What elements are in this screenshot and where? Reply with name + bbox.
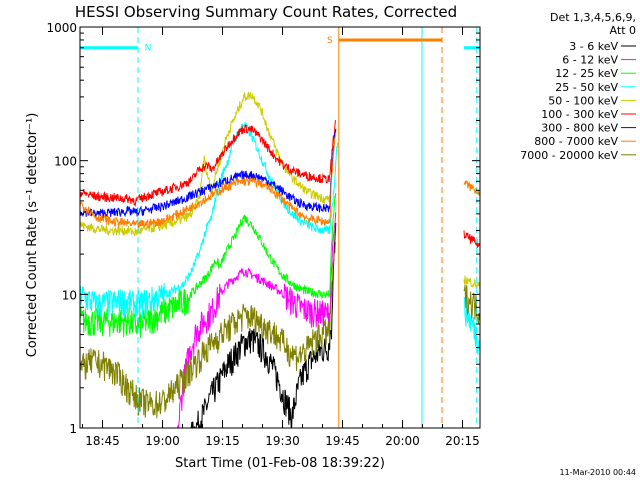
x-tick-label: 20:15 [445,434,480,448]
x-tick-label: 18:45 [85,434,120,448]
y-axis-label: Corrected Count Rate (s⁻¹ detector⁻¹) [25,113,40,358]
series-800-7000-kev-line [79,134,337,230]
series-100-300-kev-line-after [463,230,481,248]
axis-ticks: 18:45 19:00 19:15 19:30 19:45 20:00 20:15 1 10 10… [46,21,480,448]
x-tick-label: 20:00 [385,434,420,448]
y-tick-label: 1000 [46,21,77,35]
legend-label: 6 - 12 keV [562,54,618,67]
y-tick-label: 100 [54,155,77,169]
series-12-25-kev-line [79,192,337,338]
series-800-7000-kev-line-after [463,180,481,196]
legend-header-1: Det 1,3,4,5,6,9, [550,11,636,24]
plot-frame [79,26,481,429]
legend-label: 300 - 800 keV [541,122,618,135]
x-tick-label: 19:45 [325,434,360,448]
legend-label: 7000 - 20000 keV [520,149,618,162]
y-tick-label: 1 [69,422,77,436]
legend-label: 50 - 100 keV [548,94,618,107]
flag-s-label: S [327,36,333,46]
legend-label: 12 - 25 keV [555,67,618,80]
legend-label: 3 - 6 keV [569,40,618,53]
series-3-6-kev-line [80,222,337,429]
legend-label: 100 - 300 keV [541,108,618,121]
timestamp: 11-Mar-2010 00:44 [560,468,637,477]
series-50-100-kev-line-after [463,275,481,290]
x-tick-label: 19:00 [145,434,180,448]
legend-label: 25 - 50 keV [555,81,618,94]
y-tick-label: 10 [62,288,77,302]
x-tick-label: 19:30 [265,434,300,448]
legend-header-2: Att 0 [610,24,636,37]
series-300-800-kev-line [79,128,337,219]
series-50-100-kev-line [79,92,337,237]
x-axis-label: Start Time (01-Feb-08 18:39:22) [175,456,385,471]
series-100-300-kev-line [79,119,337,207]
chart-title: HESSI Observing Summary Count Rates, Cor… [75,3,457,21]
flag-n-label: N [145,44,152,54]
series-7000-20000-kev-line [79,240,337,419]
legend-label: 800 - 7000 keV [534,135,618,148]
plot-area: NS [79,27,481,429]
series-25-50-kev-line [79,121,339,321]
x-tick-label: 19:15 [205,434,240,448]
